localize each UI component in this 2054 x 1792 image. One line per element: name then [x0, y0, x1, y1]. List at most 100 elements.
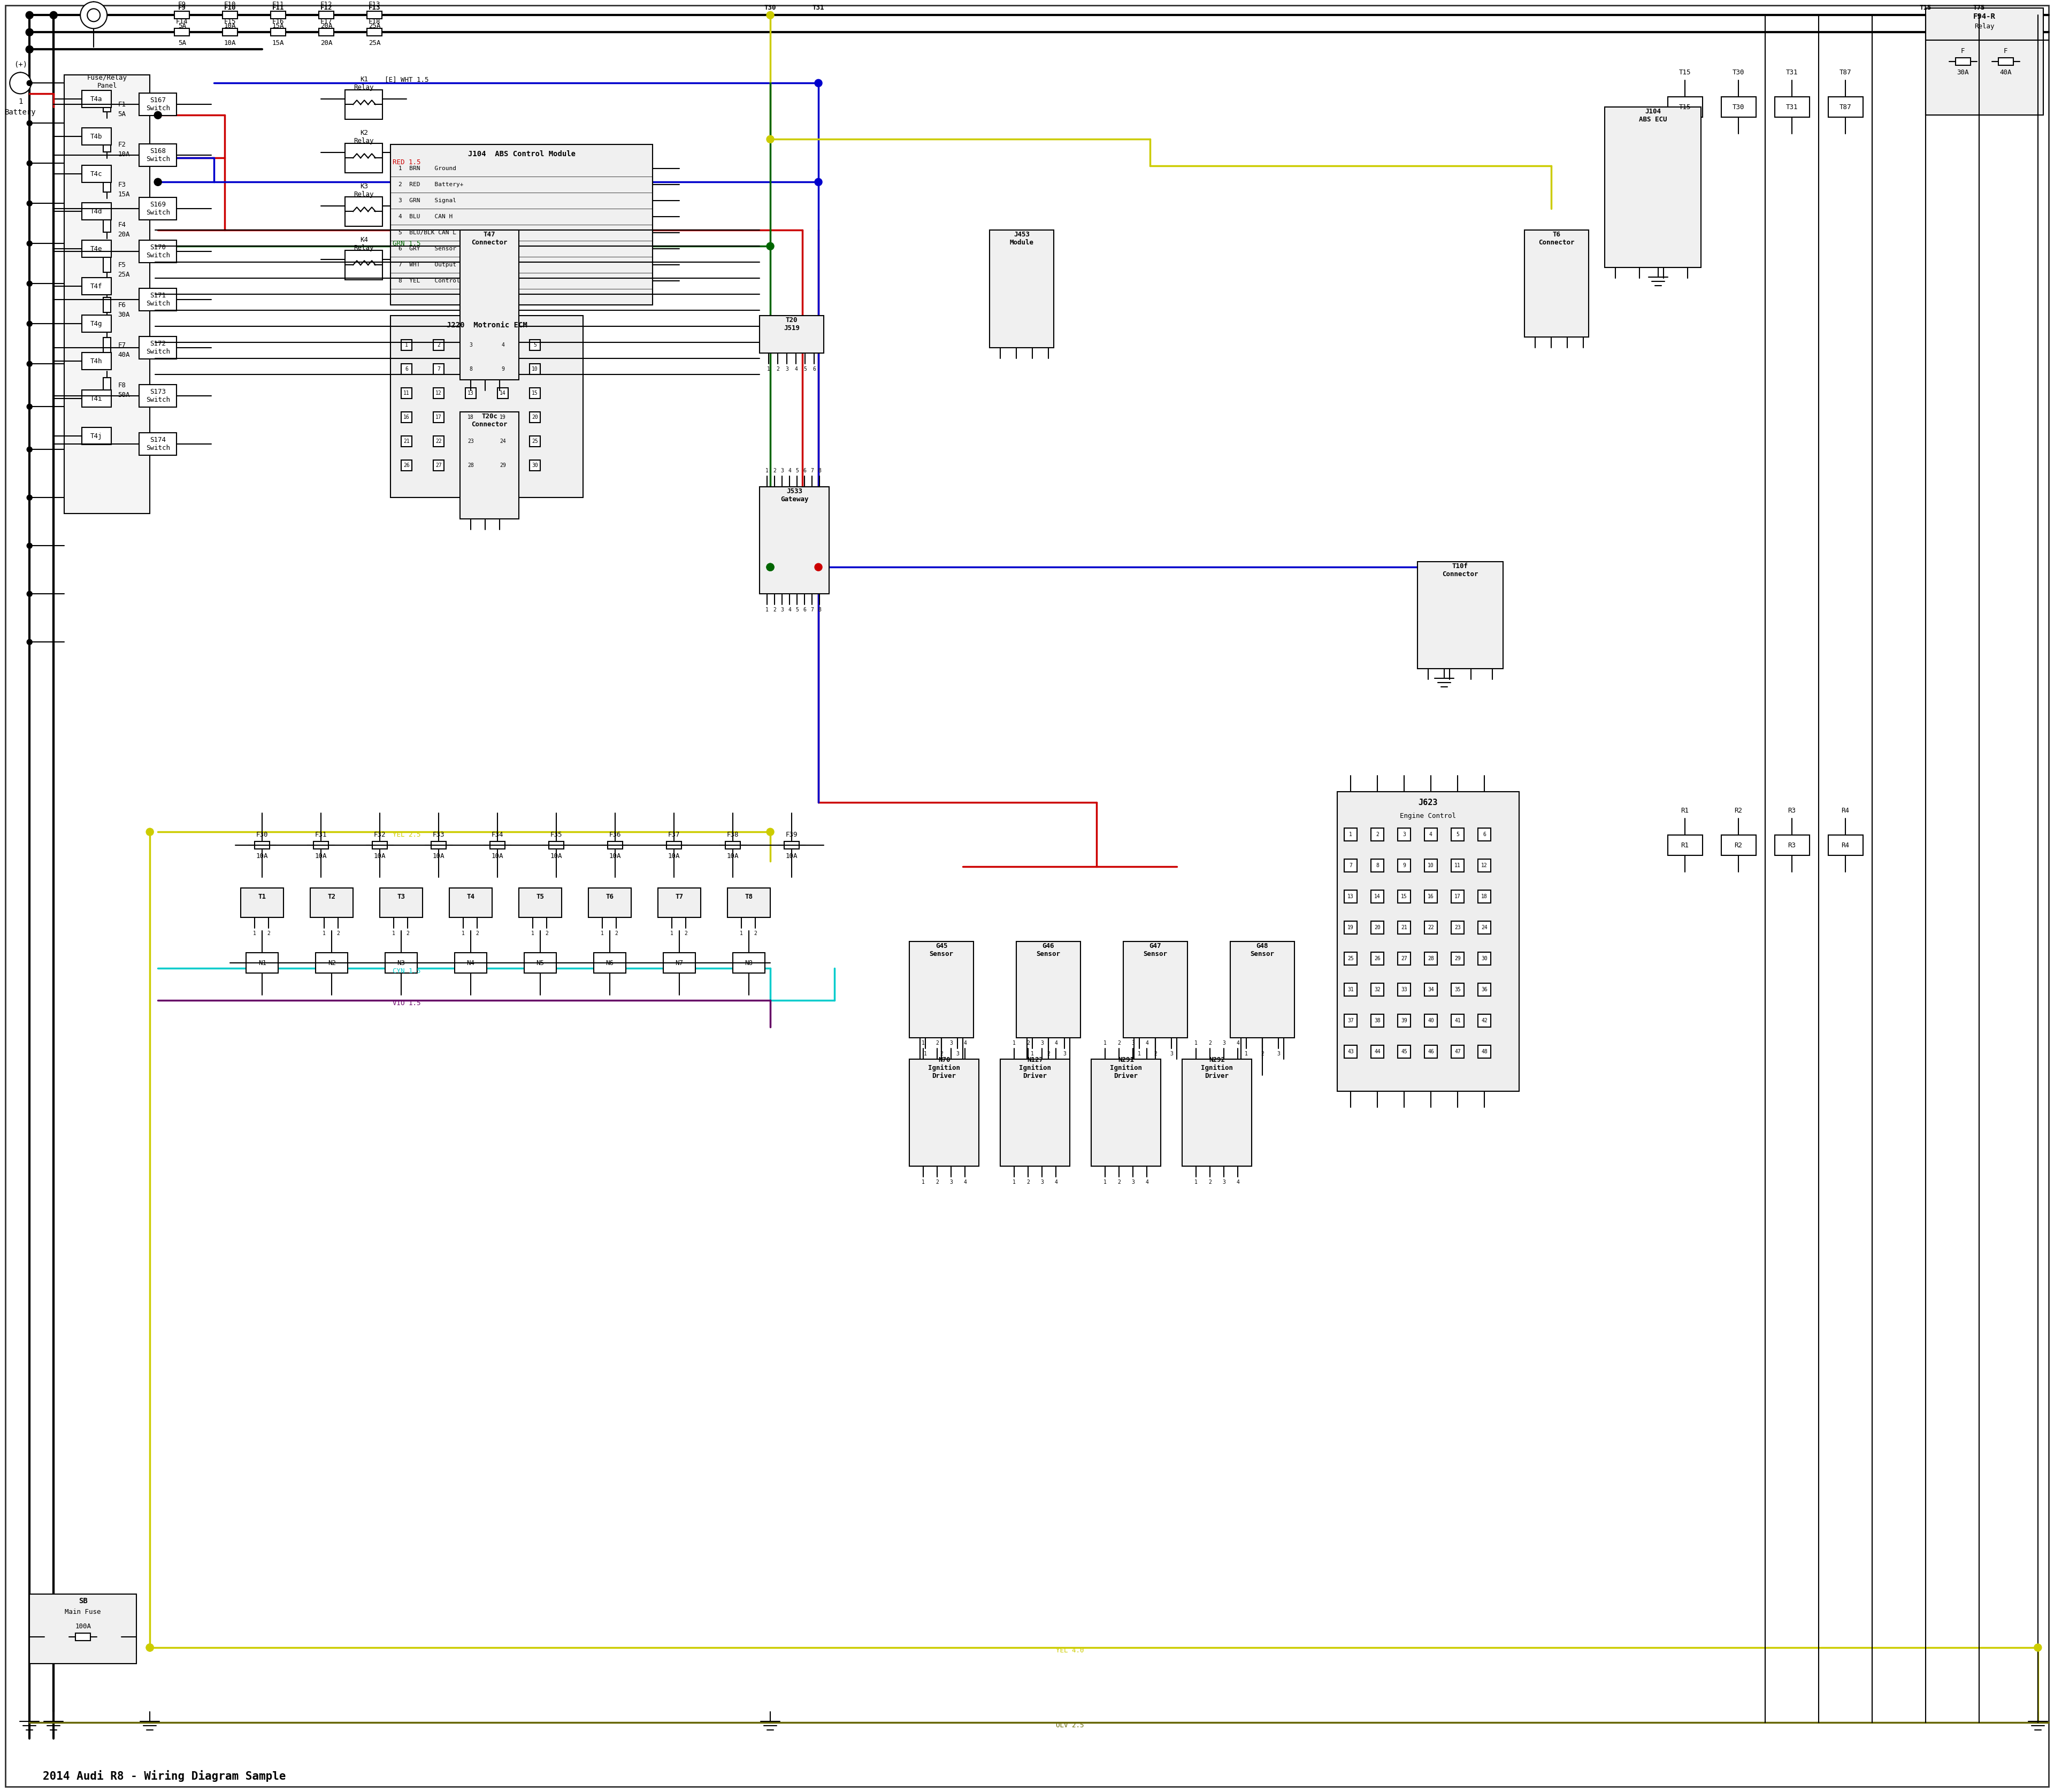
Text: 4: 4 — [789, 607, 791, 613]
Bar — [103, 378, 111, 392]
Bar — [1343, 858, 1358, 873]
Text: 13: 13 — [1347, 894, 1354, 900]
Text: R2: R2 — [1734, 806, 1742, 814]
Text: 27: 27 — [435, 462, 442, 468]
Text: 16: 16 — [1428, 894, 1434, 900]
Circle shape — [27, 281, 33, 287]
Text: 8: 8 — [817, 607, 822, 613]
Bar — [1721, 835, 1756, 855]
Text: 41: 41 — [1454, 1018, 1460, 1023]
Circle shape — [146, 1643, 154, 1652]
Text: 10A: 10A — [224, 22, 236, 29]
Bar — [1479, 1014, 1491, 1027]
Text: R4: R4 — [1840, 842, 1849, 849]
Text: F14: F14 — [177, 18, 189, 25]
Bar — [1343, 891, 1358, 903]
Text: 30A: 30A — [1957, 68, 1970, 75]
Text: 35: 35 — [1454, 987, 1460, 993]
Text: 16: 16 — [403, 414, 409, 419]
Bar — [1343, 828, 1358, 840]
Text: 2: 2 — [684, 930, 688, 935]
Bar — [82, 165, 111, 183]
Text: 8  YEL    Control: 8 YEL Control — [398, 278, 460, 283]
Text: YEL 4.0: YEL 4.0 — [1056, 1647, 1085, 1654]
Text: 3: 3 — [781, 607, 785, 613]
Text: T4: T4 — [466, 892, 474, 900]
Bar — [433, 364, 444, 375]
Bar — [530, 461, 540, 471]
Text: (+): (+) — [14, 61, 27, 68]
Bar — [368, 11, 382, 20]
Text: 10A: 10A — [491, 853, 503, 860]
Text: F7: F7 — [117, 342, 125, 349]
Bar — [310, 889, 353, 918]
Text: 3: 3 — [1132, 1179, 1134, 1185]
Circle shape — [27, 120, 33, 125]
Bar — [1450, 858, 1465, 873]
Text: 22: 22 — [1428, 925, 1434, 930]
Bar — [401, 461, 413, 471]
Text: J104  ABS Control Module: J104 ABS Control Module — [468, 151, 575, 158]
Text: 2: 2 — [941, 1052, 943, 1057]
Text: 1: 1 — [924, 1052, 926, 1057]
Text: 100A: 100A — [76, 1624, 90, 1629]
Bar — [1450, 952, 1465, 966]
Bar — [431, 842, 446, 849]
Text: T75: T75 — [1974, 4, 1984, 11]
Bar — [140, 240, 177, 263]
Text: 3: 3 — [1062, 1052, 1066, 1057]
Text: 2: 2 — [1027, 1179, 1029, 1185]
Bar — [82, 315, 111, 332]
Bar — [1370, 828, 1384, 840]
Bar — [594, 953, 626, 973]
Text: 2: 2 — [1261, 1052, 1263, 1057]
Text: T15: T15 — [1920, 4, 1931, 11]
Text: T47
Connector: T47 Connector — [472, 231, 507, 246]
Text: 10A: 10A — [668, 853, 680, 860]
Text: S169
Switch: S169 Switch — [146, 201, 170, 217]
Text: 5A: 5A — [179, 22, 187, 29]
Bar — [1397, 921, 1411, 934]
Text: 2: 2 — [1048, 1052, 1050, 1057]
Text: T7: T7 — [676, 892, 684, 900]
Bar — [1397, 952, 1411, 966]
Text: T87: T87 — [1838, 68, 1851, 75]
Bar — [140, 385, 177, 407]
Text: 15A: 15A — [273, 39, 283, 47]
Text: T4j: T4j — [90, 432, 103, 439]
Text: F8: F8 — [117, 382, 125, 389]
Bar — [271, 29, 286, 36]
Bar — [318, 29, 335, 36]
Bar — [497, 435, 507, 446]
Bar — [657, 889, 700, 918]
Text: R1: R1 — [1680, 806, 1688, 814]
Text: 6: 6 — [1483, 831, 1485, 837]
Bar — [255, 842, 269, 849]
Text: N2: N2 — [329, 959, 335, 966]
Bar — [1423, 1014, 1438, 1027]
Bar — [1423, 921, 1438, 934]
Text: T4c: T4c — [90, 170, 103, 177]
Text: 4: 4 — [963, 1179, 967, 1185]
Text: 1: 1 — [1349, 831, 1352, 837]
Bar — [663, 953, 696, 973]
Text: 7: 7 — [1349, 864, 1352, 869]
Bar — [1183, 1059, 1251, 1167]
Circle shape — [27, 640, 33, 645]
Text: F38: F38 — [727, 831, 739, 839]
Text: 1: 1 — [1013, 1179, 1017, 1185]
Text: 40A: 40A — [2001, 68, 2011, 75]
Text: F5: F5 — [117, 262, 125, 269]
Bar — [82, 391, 111, 407]
Text: T20
J519: T20 J519 — [785, 317, 799, 332]
Bar — [910, 941, 974, 1038]
Text: F34: F34 — [491, 831, 503, 839]
Text: 2014 Audi R8 - Wiring Diagram Sample: 2014 Audi R8 - Wiring Diagram Sample — [43, 1770, 286, 1781]
Circle shape — [766, 828, 774, 835]
Text: 7: 7 — [438, 367, 440, 373]
Text: 4: 4 — [1054, 1041, 1058, 1047]
Bar — [82, 127, 111, 145]
Bar — [466, 461, 477, 471]
Bar — [454, 953, 487, 973]
Text: F4: F4 — [117, 222, 125, 228]
